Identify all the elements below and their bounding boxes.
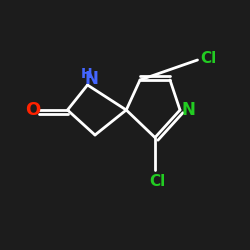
Text: O: O xyxy=(25,101,40,119)
Text: Cl: Cl xyxy=(150,174,166,189)
Text: N: N xyxy=(182,101,196,119)
Text: H: H xyxy=(80,67,92,81)
Text: N: N xyxy=(84,70,98,88)
Text: Cl: Cl xyxy=(201,51,217,66)
